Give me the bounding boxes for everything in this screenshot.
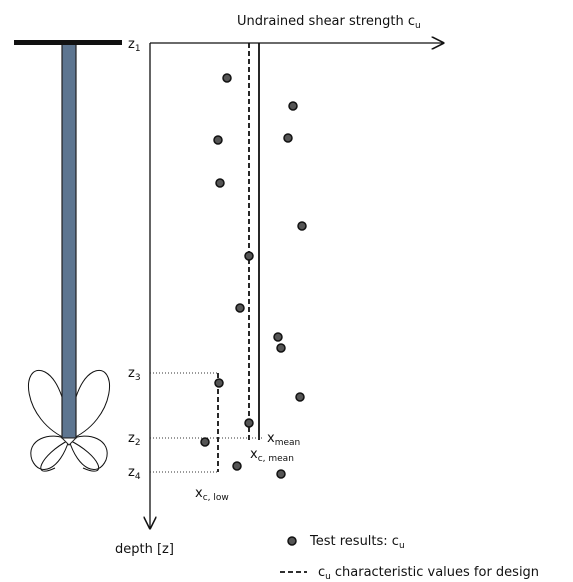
test-results	[201, 74, 306, 478]
test-result-dot	[298, 222, 306, 230]
test-result-dot	[201, 438, 209, 446]
marker-label: xc, mean	[250, 447, 294, 464]
depth-label: z1	[128, 37, 141, 54]
x-label-sub: u	[415, 21, 421, 31]
text-part: c	[318, 565, 325, 580]
test-result-dot	[289, 102, 297, 110]
text-part: c, mean	[258, 454, 294, 464]
x-axis-label: Undrained shear strength cu	[237, 14, 421, 31]
ground-line	[14, 40, 122, 45]
depth-label: z3	[128, 366, 141, 383]
test-result-dot	[296, 393, 304, 401]
text-part: 2	[135, 438, 141, 448]
test-result-dot	[214, 136, 222, 144]
text-part: mean	[275, 438, 301, 448]
text-part: 1	[135, 44, 141, 54]
legend-label: cu characteristic values for design	[318, 565, 539, 582]
text-part: 3	[135, 373, 141, 383]
test-result-dot	[215, 379, 223, 387]
text-part: characteristic values for design	[335, 565, 539, 580]
test-result-dot	[233, 462, 241, 470]
text-part: u	[399, 541, 405, 551]
x-label-text: Undrained shear strength c	[237, 14, 415, 29]
legend-label: Test results: cu	[309, 534, 405, 551]
depth-label: z4	[128, 465, 141, 482]
marker-label: xc, low	[195, 486, 229, 503]
test-result-dot	[277, 470, 285, 478]
pile-shaft	[62, 43, 76, 438]
text-part: Test results: c	[309, 534, 399, 549]
test-result-dot	[277, 344, 285, 352]
marker-label: xmean	[267, 431, 300, 448]
diagram: Undrained shear strength cu depth [z] z1…	[0, 0, 573, 582]
test-result-dot	[274, 333, 282, 341]
test-result-dot	[236, 304, 244, 312]
depth-label: z2	[128, 431, 141, 448]
pile-tip	[62, 438, 76, 445]
test-result-dot	[223, 74, 231, 82]
text-part: u	[325, 572, 331, 582]
text-part: 4	[135, 472, 141, 482]
test-result-dot	[245, 252, 253, 260]
text-part: c, low	[203, 493, 229, 503]
legend-dot	[288, 537, 296, 545]
test-result-dot	[284, 134, 292, 142]
test-result-dot	[216, 179, 224, 187]
y-axis-label: depth [z]	[115, 542, 174, 557]
test-result-dot	[245, 419, 253, 427]
